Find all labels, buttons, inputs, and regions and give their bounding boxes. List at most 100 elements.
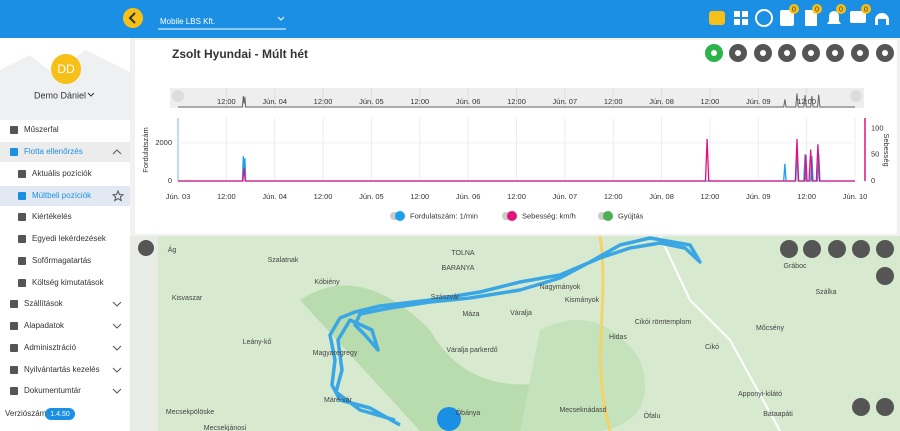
chevron: [112, 323, 122, 329]
x-tick-label: Jún. 07: [553, 192, 578, 201]
overview-tick-label: 12:00: [507, 97, 526, 106]
print-button[interactable]: [138, 240, 154, 256]
menu-item[interactable]: Dokumentumtár: [24, 386, 81, 395]
headset-icon[interactable]: [875, 13, 889, 25]
badge: [789, 4, 799, 14]
map-label: Gráboc: [784, 263, 807, 270]
map-button[interactable]: [852, 240, 870, 258]
badge-count: 0: [864, 6, 868, 13]
menu-item[interactable]: Kiértékelés: [32, 212, 72, 221]
overview-tick-label: Jún. 08: [649, 97, 674, 106]
menu-item[interactable]: Aktuális pozíciók: [32, 169, 93, 178]
x-tick-label: 12:00: [410, 192, 429, 201]
menu-item[interactable]: Költség kimutatások: [32, 278, 105, 287]
legend-label[interactable]: Sebesség: km/h: [522, 211, 576, 220]
x-tick-label: 12:00: [507, 192, 526, 201]
menu-item[interactable]: Műszerfal: [24, 125, 59, 134]
vehicle-marker[interactable]: [437, 407, 461, 431]
menu-active: [0, 186, 130, 206]
help-icon[interactable]: [755, 9, 773, 27]
map-button[interactable]: [876, 240, 894, 258]
x-tick-label: Jún. 05: [359, 192, 384, 201]
toolbar-icon: [808, 50, 814, 56]
menu-item[interactable]: Alapadatok: [24, 321, 65, 330]
overview-tick-label: 12:00: [217, 97, 236, 106]
wallet-icon[interactable]: [709, 11, 725, 25]
overview-tick-label: 12:00: [604, 97, 623, 106]
top-bar: [0, 0, 900, 38]
doc-icon[interactable]: [780, 10, 794, 26]
overview-tick-label: Jún. 09: [746, 97, 771, 106]
y2-tick-label: 100: [871, 123, 884, 132]
toolbar-icon: [735, 50, 741, 56]
legend-label[interactable]: Gyújtás: [618, 211, 644, 220]
toolbar-icon: [832, 50, 838, 56]
menu-icon: [10, 300, 18, 308]
map-label: Ág: [168, 245, 177, 254]
map-label: Szalatnak: [268, 257, 299, 264]
overview-tick-label: Jún. 05: [359, 97, 384, 106]
map-label: Cikó: [705, 344, 719, 351]
menu-icon: [10, 366, 18, 374]
badge-count: 0: [839, 6, 843, 13]
menu-icon: [18, 213, 26, 221]
version: 1.4.50: [50, 411, 70, 418]
map-button[interactable]: [803, 240, 821, 258]
menu-item[interactable]: Nyilvántartás kezelés: [24, 365, 100, 374]
overview-tick-label: 12:00: [701, 97, 720, 106]
overview-tick-label: Jún. 04: [262, 97, 287, 106]
menu-icon: [10, 148, 18, 156]
bell-icon[interactable]: [827, 11, 841, 24]
menu-icon: [18, 170, 26, 178]
map-button[interactable]: [780, 240, 798, 258]
map-button[interactable]: [852, 398, 870, 416]
menu-icon: [10, 126, 18, 134]
map-button[interactable]: [876, 398, 894, 416]
parking-icon[interactable]: [805, 10, 817, 26]
menu-icon: [10, 344, 18, 352]
menu-icon: [18, 279, 26, 287]
x-tick-label: 12:00: [797, 192, 816, 201]
map-label: TOLNA: [451, 250, 475, 257]
map-label: Bátaapáti: [763, 411, 793, 418]
user-name[interactable]: Demo Dániel: [34, 90, 86, 100]
map-label: Máré-vár: [324, 397, 353, 404]
back-button[interactable]: [123, 8, 143, 28]
map-label: Kóbiény: [314, 279, 340, 286]
menu-item[interactable]: Sofőrmagatartás: [32, 256, 91, 265]
y-tick-label: 0: [168, 176, 172, 185]
menu-icon: [10, 322, 18, 330]
y-tick-label: 2000: [155, 138, 172, 147]
menu-item[interactable]: Szállítások: [24, 299, 64, 308]
overview-tick-label: 12:00: [410, 97, 429, 106]
toolbar-icon: [882, 50, 888, 56]
x-tick-label: Jún. 04: [262, 192, 287, 201]
map-label: Mecsekpölöske: [166, 409, 214, 416]
map-button[interactable]: [828, 240, 846, 258]
toolbar-icon: [711, 50, 717, 56]
toolbar-icon: [857, 50, 863, 56]
badge: [861, 4, 871, 14]
overview-tick-label: Jún. 07: [553, 97, 578, 106]
legend-label[interactable]: Fordulatszám: 1/min: [410, 211, 478, 220]
menu-item[interactable]: Egyedi lekérdezések: [32, 234, 107, 243]
menu-item[interactable]: Múltbeli pozíciók: [32, 191, 92, 200]
overview-line: [178, 93, 855, 108]
grid-icon[interactable]: [734, 11, 740, 17]
menu-item[interactable]: Adminisztráció: [24, 343, 77, 352]
map-button[interactable]: [876, 267, 894, 285]
map-label: Apponyi-kilátó: [738, 391, 782, 398]
map-label: Nagymányok: [540, 284, 581, 291]
menu-item[interactable]: Flotta ellenőrzés: [24, 147, 83, 156]
badge: [836, 4, 846, 14]
chevron: [112, 149, 122, 155]
menu-icon: [18, 235, 26, 243]
menu-icon: [18, 257, 26, 265]
overview-tick-label: Jún. 06: [456, 97, 481, 106]
company-select[interactable]: Mobile LBS Kft.: [160, 17, 215, 26]
star[interactable]: [111, 189, 125, 202]
legend-dot: [395, 211, 405, 221]
chevron: [112, 345, 122, 351]
chat-icon[interactable]: [850, 11, 866, 23]
